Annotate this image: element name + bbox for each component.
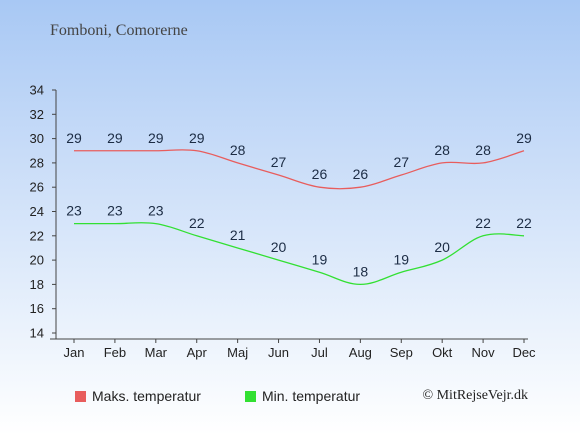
min-data-label: 19	[312, 251, 328, 267]
legend-max-swatch	[75, 390, 86, 402]
x-tick-label: Dec	[512, 345, 536, 360]
y-tick-label: 34	[30, 83, 44, 98]
legend-min-swatch	[245, 390, 256, 402]
max-temperature-line	[74, 149, 525, 190]
x-tick-label: Jun	[268, 345, 289, 360]
x-tick-label: Okt	[432, 345, 453, 360]
max-data-label: 28	[434, 142, 450, 158]
legend-max: Maks. temperatur	[75, 388, 201, 404]
y-tick-label: 24	[30, 204, 44, 219]
y-tick-label: 22	[30, 228, 44, 243]
min-data-label: 19	[393, 251, 409, 267]
legend-min-label: Min. temperatur	[262, 388, 361, 404]
y-tick-label: 32	[30, 107, 44, 122]
max-data-label: 29	[516, 130, 532, 146]
min-data-label: 22	[189, 215, 205, 231]
y-tick-label: 16	[30, 301, 44, 316]
x-tick-label: Sep	[390, 345, 413, 360]
x-tick-label: Apr	[187, 345, 208, 360]
max-data-label: 26	[353, 166, 369, 182]
x-tick-label: Jul	[311, 345, 328, 360]
legend-max-label: Maks. temperatur	[92, 388, 201, 404]
legend-min: Min. temperatur	[245, 388, 360, 404]
y-tick-label: 26	[30, 180, 44, 195]
min-data-label: 23	[107, 203, 123, 219]
max-data-label: 29	[148, 130, 164, 146]
max-data-label: 27	[393, 154, 409, 170]
y-tick-label: 30	[30, 131, 44, 146]
min-data-label: 22	[516, 215, 532, 231]
chart-title: Fomboni, Comorerne	[50, 22, 188, 39]
y-tick-label: 18	[30, 277, 44, 292]
max-data-label: 28	[475, 142, 491, 158]
max-data-label: 29	[66, 130, 82, 146]
min-data-label: 22	[475, 215, 491, 231]
max-data-label: 29	[107, 130, 123, 146]
min-data-label: 18	[353, 263, 369, 279]
x-tick-label: Jan	[64, 345, 85, 360]
x-tick-label: Feb	[104, 345, 126, 360]
y-tick-label: 14	[30, 326, 44, 341]
y-tick-label: 28	[30, 155, 44, 170]
x-tick-label: Maj	[227, 345, 248, 360]
x-tick-label: Nov	[472, 345, 496, 360]
max-data-label: 28	[230, 142, 246, 158]
max-data-label: 29	[189, 130, 205, 146]
min-data-label: 23	[66, 203, 82, 219]
x-tick-label: Mar	[145, 345, 168, 360]
copyright-text: © MitRejseVejr.dk	[422, 388, 528, 403]
min-data-label: 20	[271, 239, 287, 255]
min-data-label: 21	[230, 227, 246, 243]
min-data-label: 20	[434, 239, 450, 255]
y-tick-label: 20	[30, 253, 44, 268]
x-tick-label: Aug	[349, 345, 372, 360]
min-data-label: 23	[148, 203, 164, 219]
max-data-label: 27	[271, 154, 287, 170]
min-temperature-line	[74, 222, 525, 286]
max-data-label: 26	[312, 166, 328, 182]
